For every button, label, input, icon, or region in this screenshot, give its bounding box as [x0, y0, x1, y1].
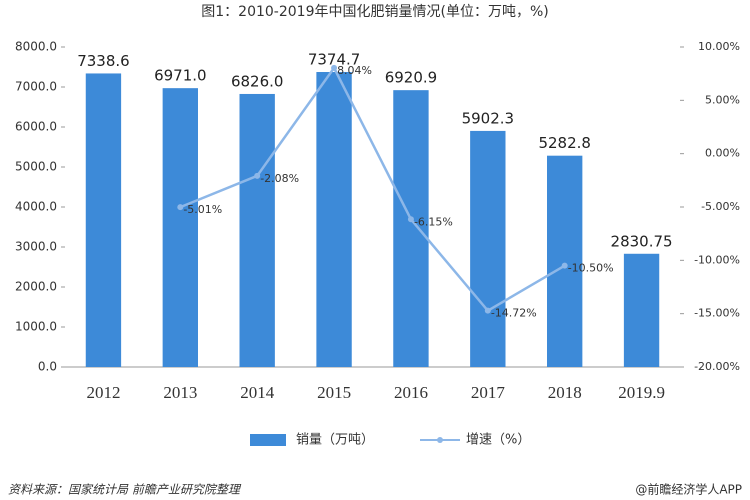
y2-tick-label: 5.00%: [705, 93, 740, 106]
x-tick-label: 2019.9: [618, 383, 665, 402]
x-tick-label: 2015: [317, 383, 351, 402]
bar: [393, 90, 429, 367]
x-tick-label: 2017: [471, 383, 506, 402]
bar-value-label: 5902.3: [462, 109, 515, 127]
line-marker: [561, 262, 568, 269]
x-tick-label: 2016: [394, 383, 428, 402]
y2-tick-label: -5.00%: [701, 200, 740, 213]
x-tick-label: 2012: [86, 383, 120, 402]
x-tick-label: 2014: [240, 383, 275, 402]
line-marker: [177, 204, 184, 211]
legend-swatch: [250, 434, 286, 446]
y2-tick-label: 10.00%: [698, 40, 740, 53]
bar: [239, 93, 275, 368]
line: [179, 65, 566, 313]
y-tick-label: 3000.0: [15, 240, 57, 254]
chart-title: 图1：2010-2019年中国化肥销量情况(单位：万吨，%): [201, 4, 548, 20]
source-note: 资料来源：国家统计局 前瞻产业研究院整理: [8, 483, 242, 497]
y-tick-label: 4000.0: [15, 200, 57, 214]
bar-value-label: 2830.75: [611, 232, 673, 250]
line-value-label: -5.01%: [183, 203, 222, 216]
line-value-label: -2.08%: [260, 172, 299, 185]
bar: [162, 88, 198, 367]
legend-label: 增速（%）: [466, 433, 530, 448]
line-marker: [254, 172, 261, 179]
bar: [85, 73, 122, 368]
bar-value-label: 6920.9: [385, 69, 438, 87]
y-tick-label: 0.0: [38, 360, 57, 374]
y-tick-label: 7000.0: [15, 80, 57, 94]
y2-tick-label: 0.00%: [705, 147, 740, 160]
bar-value-label: 5282.8: [538, 134, 591, 152]
legend-label: 销量（万吨）: [296, 433, 374, 448]
x-tick-label: 2013: [163, 383, 197, 402]
line-marker: [484, 307, 491, 314]
legend-swatch: [437, 437, 443, 443]
bar-value-label: 7374.7: [308, 51, 361, 69]
bar: [623, 253, 660, 367]
y-tick-label: 2000.0: [15, 280, 57, 294]
line-value-label: -14.72%: [491, 307, 537, 320]
y-tick-label: 1000.0: [15, 320, 57, 334]
bar: [470, 130, 506, 367]
y-tick-label: 6000.0: [15, 120, 57, 134]
line-marker: [331, 64, 338, 71]
bar: [316, 72, 352, 368]
y2-tick-label: -15.00%: [694, 307, 740, 320]
bar-value-label: 6826.0: [231, 72, 284, 90]
bar-value-label: 7338.6: [77, 52, 130, 70]
watermark: @前瞻经济学人APP: [635, 482, 742, 497]
y-tick-label: 8000.0: [15, 40, 57, 54]
line-value-label: -6.15%: [414, 215, 453, 228]
bar-value-label: 6971.0: [154, 67, 207, 85]
line-value-label: -10.50%: [568, 262, 614, 275]
line-marker: [407, 216, 414, 223]
y-tick-label: 5000.0: [15, 160, 57, 174]
y2-tick-label: -20.00%: [694, 360, 740, 373]
bar: [547, 155, 583, 367]
y2-tick-label: -10.00%: [694, 253, 740, 266]
x-tick-label: 2018: [548, 383, 582, 402]
line-value-label: 8.04%: [337, 64, 372, 77]
